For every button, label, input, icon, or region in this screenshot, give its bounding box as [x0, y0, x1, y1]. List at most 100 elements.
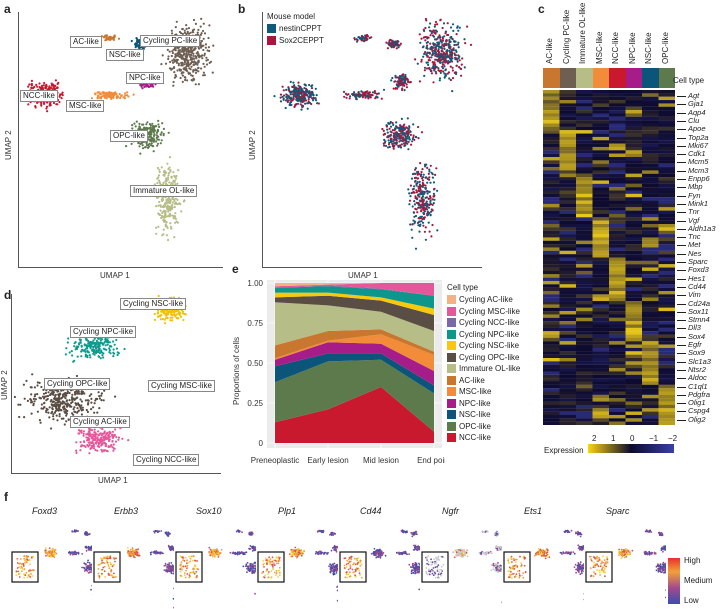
legend-label: AC-like — [459, 375, 485, 385]
feature-point — [90, 545, 92, 548]
umap-point — [153, 125, 156, 128]
umap-point — [112, 355, 115, 358]
umap-point — [429, 214, 432, 217]
umap-point — [431, 209, 434, 212]
umap-point — [442, 45, 446, 48]
umap-point — [57, 409, 60, 412]
heatmap-cell — [543, 217, 560, 221]
umap-point — [116, 353, 119, 357]
umap-point — [165, 234, 168, 237]
umap-point — [458, 26, 461, 29]
umap-point — [430, 235, 433, 238]
umap-point — [425, 47, 428, 50]
umap-point — [74, 348, 77, 351]
heatmap-cell — [658, 378, 675, 382]
heatmap-cell — [576, 401, 593, 405]
feature-point — [73, 530, 75, 533]
umap-point — [151, 127, 154, 130]
heatmap-cell — [543, 180, 560, 184]
umap-point — [62, 395, 65, 398]
heatmap-cell — [625, 237, 643, 241]
heatmap-cell — [576, 140, 593, 144]
heatmap-cell — [642, 110, 659, 114]
heatmap-cell — [592, 404, 610, 409]
umap-point — [114, 428, 117, 431]
heatmap-cell — [658, 260, 675, 265]
gene-leader-line — [677, 203, 686, 205]
heatmap-cell — [592, 133, 610, 137]
heatmap-cell — [625, 294, 643, 298]
y-axis-line — [18, 12, 19, 268]
umap-point — [386, 47, 389, 50]
heatmap-cell — [543, 136, 560, 141]
umap-point — [26, 399, 29, 402]
umap-point — [168, 156, 172, 159]
heatmap-cell — [559, 324, 577, 328]
umap-point — [94, 435, 97, 438]
gene-label: Cspg4 — [688, 406, 710, 416]
umap-point — [310, 87, 314, 90]
umap-point — [163, 203, 167, 206]
heatmap-cell — [625, 327, 643, 332]
heatmap-cell — [543, 143, 560, 148]
umap-point — [293, 93, 296, 97]
umap-point — [184, 57, 187, 60]
umap-point — [412, 219, 415, 222]
umap-point — [169, 169, 172, 172]
umap-point — [171, 50, 174, 53]
umap-point — [65, 347, 68, 350]
umap-point — [440, 50, 443, 53]
umap-point — [401, 77, 404, 80]
umap-point — [416, 198, 419, 201]
umap-point — [159, 204, 162, 207]
legend-label: Cycling OPC-like — [459, 352, 520, 362]
umap-point — [175, 61, 178, 64]
umap-point — [454, 56, 457, 59]
umap-point — [428, 26, 431, 29]
umap-point — [80, 400, 83, 403]
umap-point — [433, 67, 436, 70]
heatmap-cell — [543, 324, 560, 328]
umap-point — [54, 402, 57, 405]
heatmap-cell — [658, 404, 675, 409]
heatmap-cell — [625, 110, 643, 114]
umap-point — [353, 91, 356, 94]
umap-point — [99, 339, 102, 342]
umap-point — [56, 82, 59, 86]
umap-point — [51, 404, 54, 407]
gene-leader-line — [677, 179, 686, 180]
expression-label: Expression — [544, 446, 584, 455]
heatmap-cell — [543, 368, 560, 372]
heatmap-cell — [576, 247, 593, 251]
heatmap-cell — [658, 220, 675, 225]
umap-point — [421, 185, 424, 188]
umap-point — [117, 352, 120, 355]
umap-point — [109, 445, 112, 448]
umap-point — [89, 356, 92, 359]
umap-point — [415, 208, 418, 211]
umap-point — [385, 41, 388, 44]
heatmap-cell — [658, 274, 675, 278]
heatmap-cell — [592, 113, 610, 117]
heatmap-cell — [559, 227, 577, 231]
heatmap-cell — [609, 297, 626, 302]
umap-point — [315, 94, 318, 97]
umap-point — [393, 44, 396, 47]
umap-point — [428, 176, 431, 179]
umap-point — [150, 142, 153, 145]
umap-point — [456, 26, 459, 29]
umap-point — [117, 37, 121, 40]
umap-point — [403, 76, 406, 79]
gene-label: Agt — [688, 91, 700, 100]
heatmap-cell — [559, 361, 577, 365]
heatmap-cell — [543, 157, 560, 161]
umap-point — [102, 356, 105, 359]
heatmap-cell — [559, 190, 577, 194]
heatmap-cell — [625, 404, 643, 409]
heatmap-cell — [559, 331, 577, 335]
heatmap-cell — [559, 180, 577, 184]
legend-item-sox2ceppt: Sox2CEPPT — [267, 36, 324, 45]
heatmap-cell — [576, 404, 593, 409]
umap-point — [85, 408, 88, 412]
heatmap-cell — [658, 240, 675, 245]
